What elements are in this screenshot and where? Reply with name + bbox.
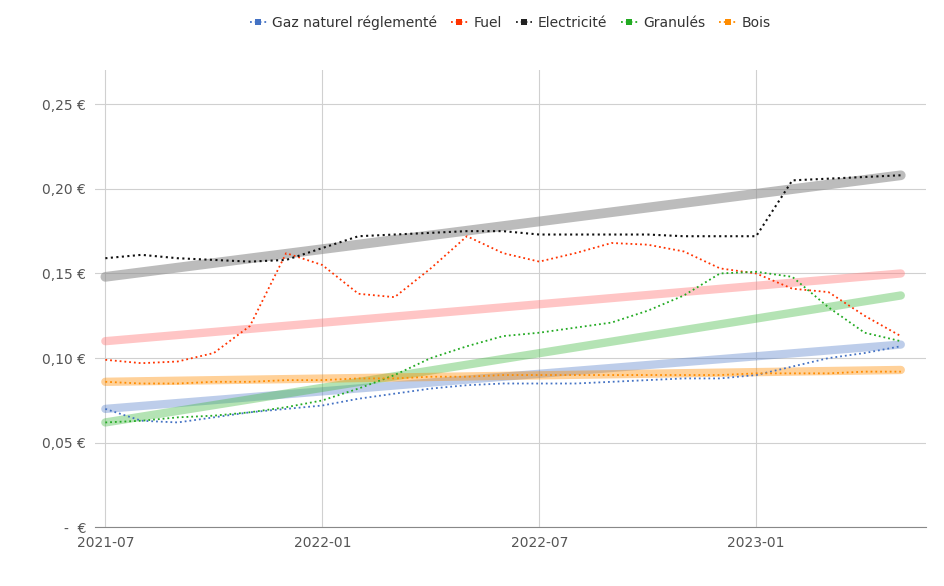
Legend: Gaz naturel réglementé, Fuel, Electricité, Granulés, Bois: Gaz naturel réglementé, Fuel, Electricit… xyxy=(250,16,769,30)
